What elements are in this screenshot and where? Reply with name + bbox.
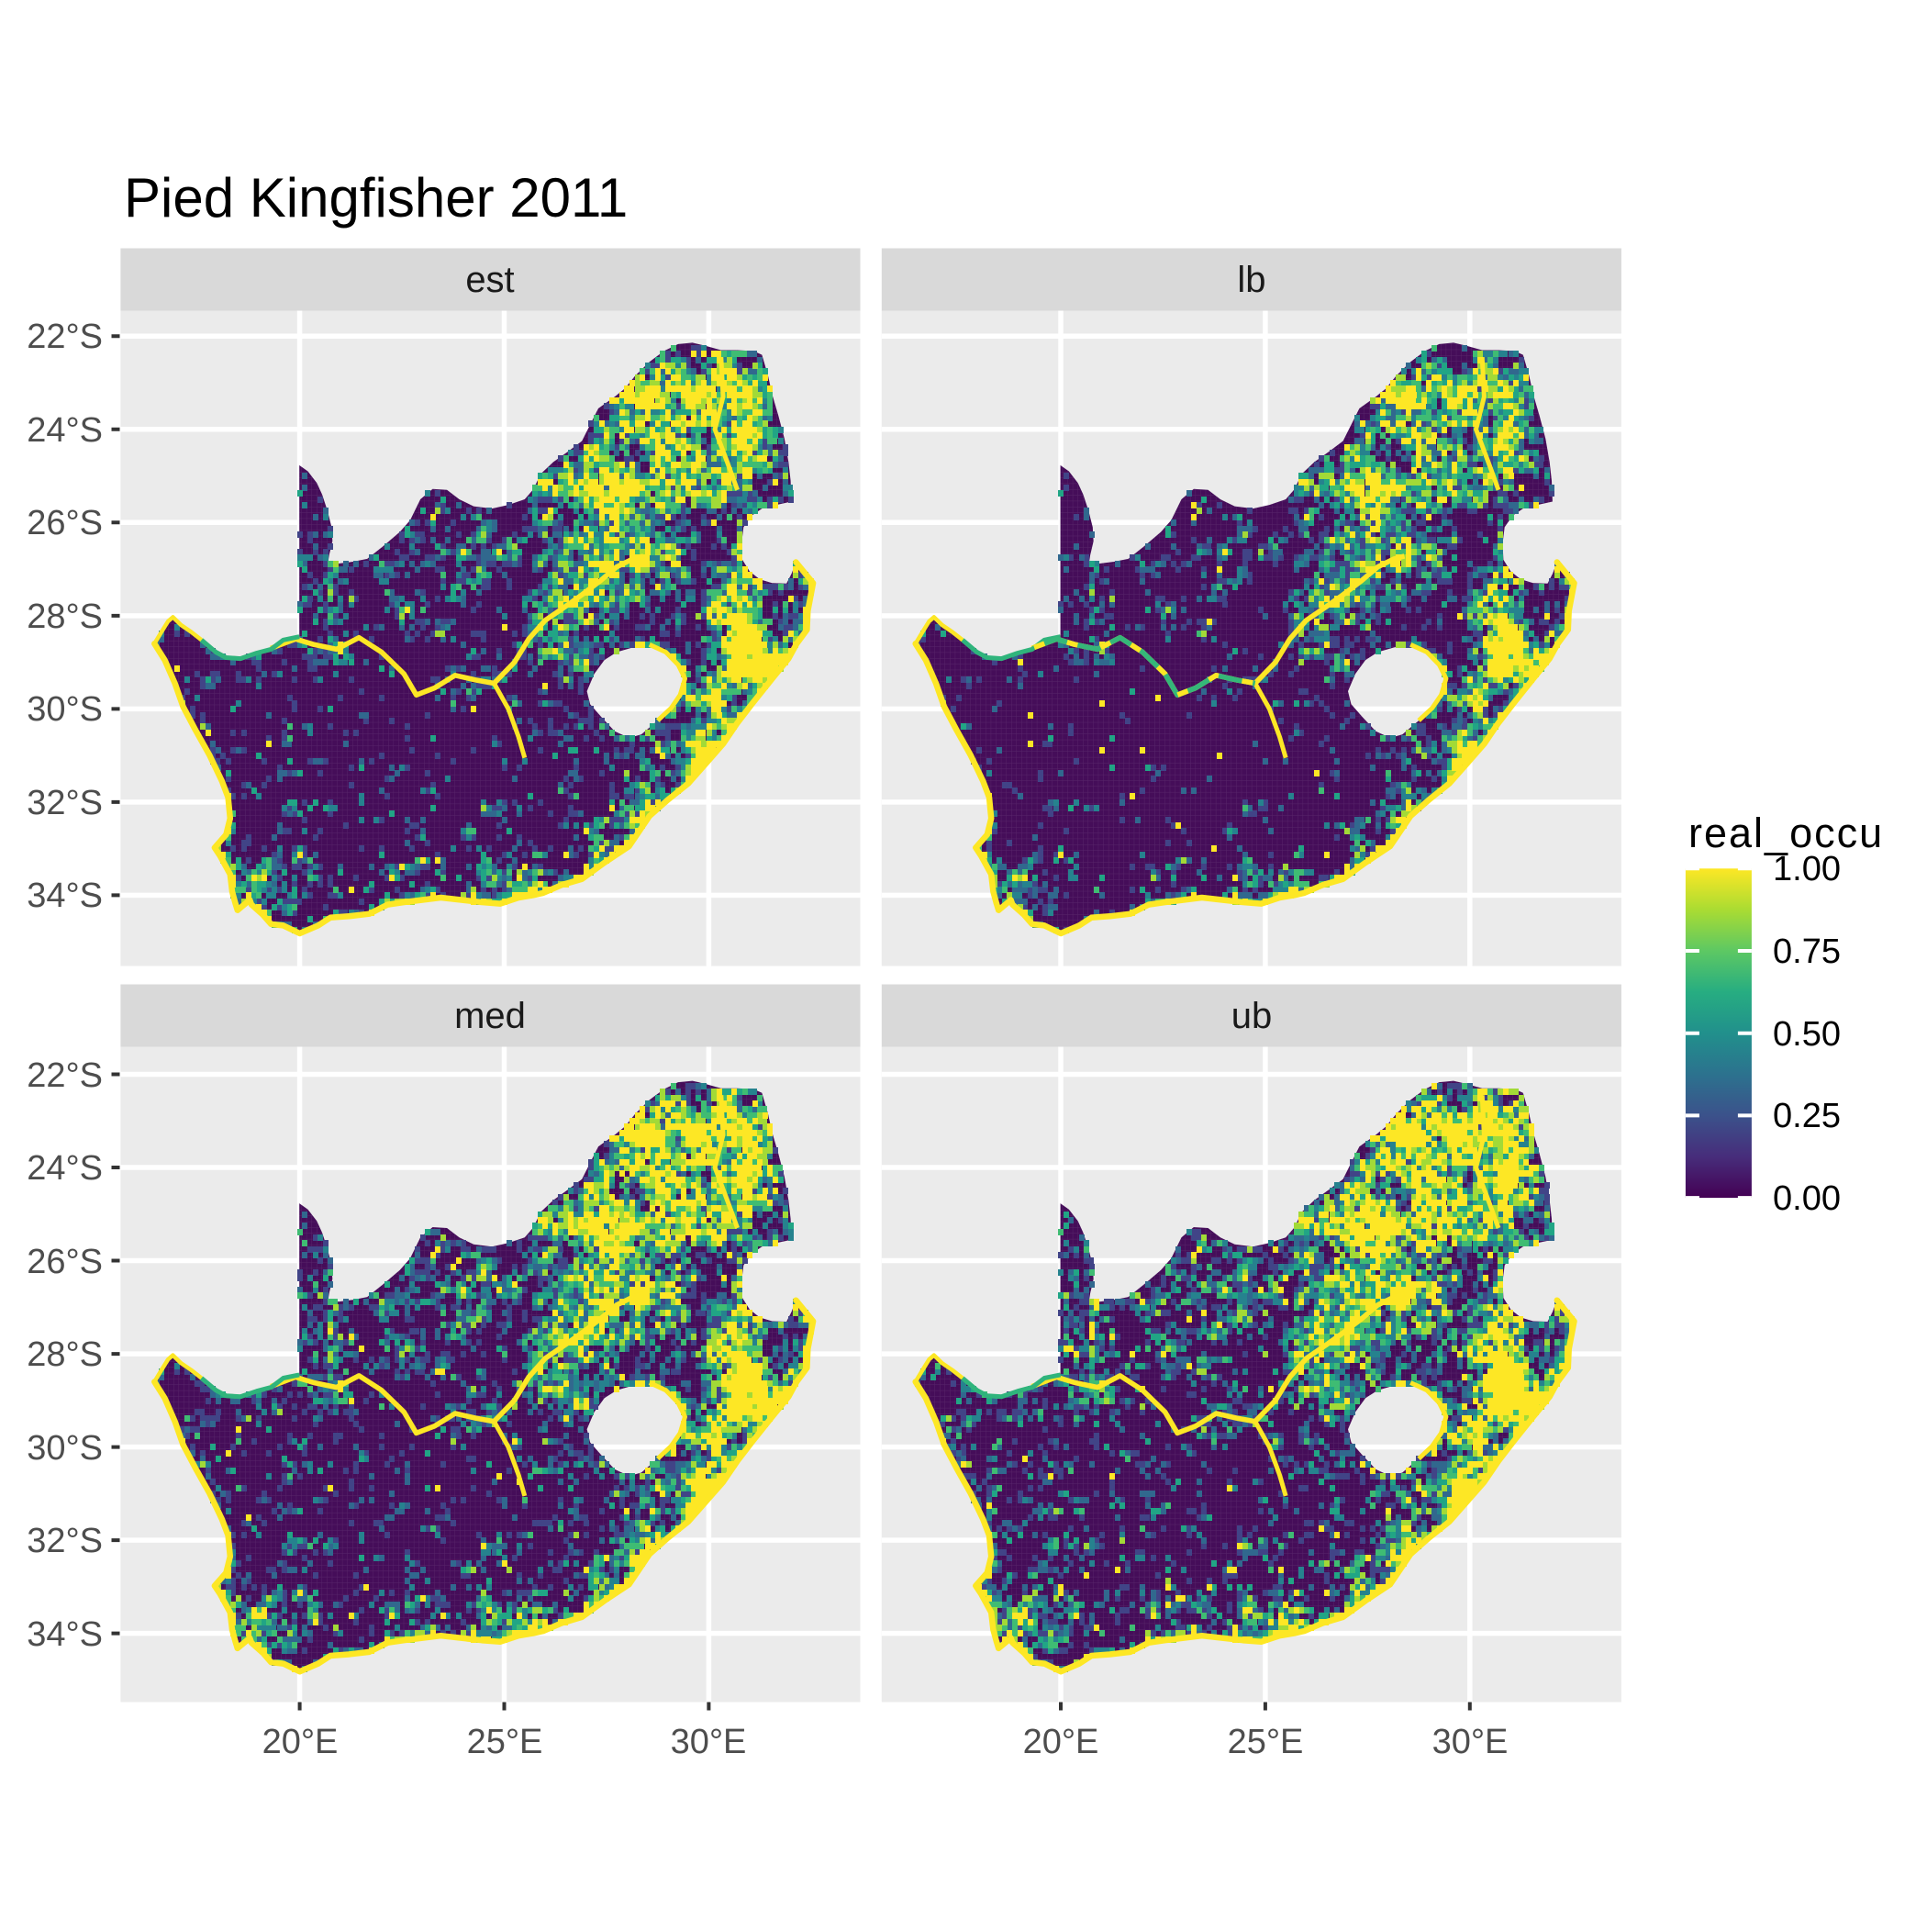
svg-text:34°S: 34°S bbox=[27, 877, 103, 915]
svg-text:est: est bbox=[465, 260, 514, 300]
svg-text:med: med bbox=[454, 996, 526, 1036]
svg-text:30°E: 30°E bbox=[671, 1723, 747, 1761]
svg-text:0.00: 0.00 bbox=[1773, 1179, 1841, 1218]
svg-text:32°S: 32°S bbox=[27, 1522, 103, 1560]
svg-text:26°S: 26°S bbox=[27, 1243, 103, 1281]
svg-text:0.75: 0.75 bbox=[1773, 932, 1841, 971]
svg-text:26°S: 26°S bbox=[27, 504, 103, 542]
svg-text:1.00: 1.00 bbox=[1773, 850, 1841, 888]
svg-text:22°S: 22°S bbox=[27, 1056, 103, 1095]
svg-text:25°E: 25°E bbox=[467, 1723, 543, 1761]
svg-text:20°E: 20°E bbox=[262, 1723, 339, 1761]
svg-text:24°S: 24°S bbox=[27, 411, 103, 450]
svg-text:24°S: 24°S bbox=[27, 1149, 103, 1188]
svg-text:0.25: 0.25 bbox=[1773, 1097, 1841, 1135]
svg-text:30°S: 30°S bbox=[27, 690, 103, 729]
svg-text:0.50: 0.50 bbox=[1773, 1015, 1841, 1054]
svg-text:30°S: 30°S bbox=[27, 1429, 103, 1468]
svg-text:28°S: 28°S bbox=[27, 597, 103, 636]
svg-text:25°E: 25°E bbox=[1228, 1723, 1304, 1761]
svg-text:Pied Kingfisher 2011: Pied Kingfisher 2011 bbox=[124, 167, 628, 229]
svg-text:34°S: 34°S bbox=[27, 1615, 103, 1654]
svg-text:28°S: 28°S bbox=[27, 1335, 103, 1374]
svg-text:ub: ub bbox=[1231, 996, 1273, 1036]
svg-text:32°S: 32°S bbox=[27, 784, 103, 822]
svg-text:30°E: 30°E bbox=[1432, 1723, 1509, 1761]
svg-text:22°S: 22°S bbox=[27, 318, 103, 356]
svg-text:lb: lb bbox=[1237, 260, 1265, 300]
svg-text:real_occu: real_occu bbox=[1688, 810, 1884, 856]
svg-text:20°E: 20°E bbox=[1023, 1723, 1099, 1761]
